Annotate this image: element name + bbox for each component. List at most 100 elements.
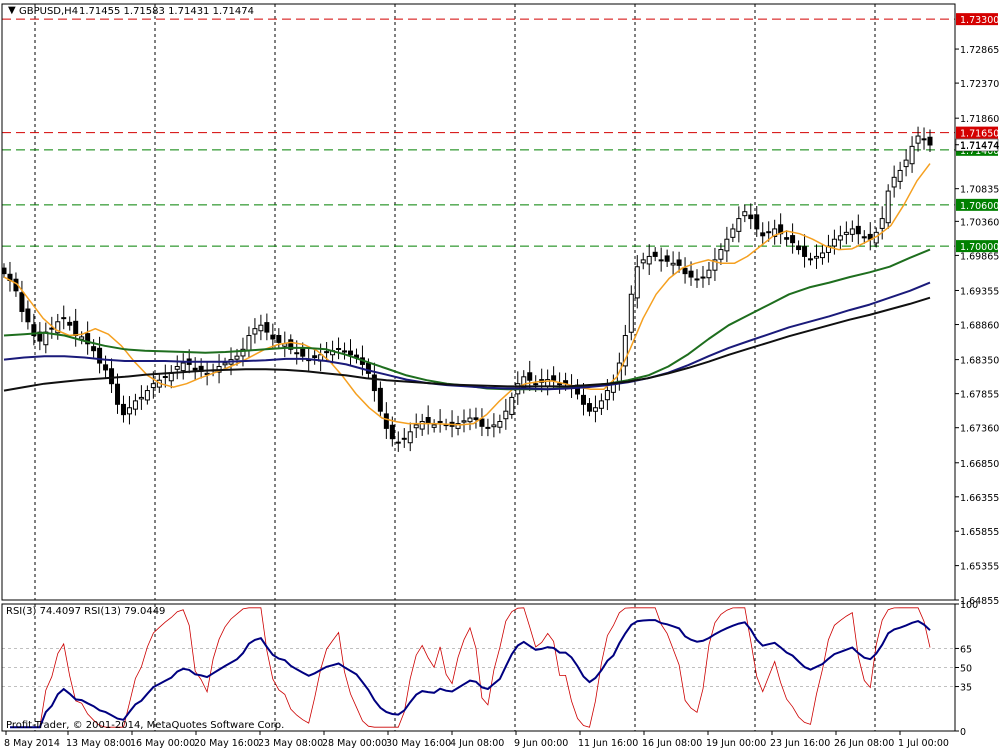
time-label: 8 May 2014 (4, 738, 60, 749)
candle-body (150, 383, 156, 389)
candle (97, 336, 103, 374)
price-tick-label: 1.71474 (960, 141, 999, 152)
candle-body (712, 259, 718, 271)
candle-body (240, 348, 246, 357)
candle (772, 219, 778, 245)
candle (682, 257, 688, 284)
candle-body (180, 362, 186, 372)
candle-body (754, 214, 760, 230)
candle-body (342, 350, 348, 353)
rsi-header: RSI(3) 74.4097 RSI(13) 79.0449 (6, 606, 165, 617)
candle-body (586, 403, 592, 412)
ma-line-3 (3, 281, 931, 391)
candle-body (461, 420, 467, 423)
candle-body (634, 266, 640, 299)
candle-body (598, 400, 604, 409)
candle-body (748, 214, 754, 220)
candle-body (658, 259, 664, 262)
ma-line-4 (3, 296, 931, 392)
candle-body (294, 352, 300, 355)
candle (180, 353, 186, 380)
price-tick-label: 1.67360 (960, 424, 999, 435)
candle-body (808, 258, 814, 261)
time-label: 16 Jun 08:00 (642, 738, 702, 749)
candle-body (682, 267, 688, 275)
candle (371, 362, 377, 402)
level-tag-label: 1.73300 (960, 15, 999, 26)
candle (837, 225, 843, 250)
candle (336, 337, 342, 360)
candle-body (724, 238, 730, 252)
candle (676, 251, 682, 273)
window-menu-arrow[interactable]: ▼ (8, 5, 16, 16)
candle-body (174, 365, 180, 370)
candle (712, 247, 718, 281)
candle (395, 431, 401, 452)
time-label: 20 May 16:00 (194, 738, 259, 749)
candle-body (676, 259, 682, 266)
candle-body (819, 252, 825, 259)
candle-body (688, 270, 694, 278)
price-tick-label: 1.65355 (960, 562, 999, 573)
candle (485, 418, 491, 437)
candle-body (126, 407, 132, 415)
candle (222, 357, 228, 370)
candle-body (849, 228, 855, 235)
candle (927, 129, 933, 152)
candle-body (700, 276, 706, 279)
candle (61, 305, 67, 330)
candle (120, 395, 126, 423)
candle (294, 340, 300, 365)
candle-body (138, 396, 144, 400)
candle-body (921, 138, 927, 141)
candle-body (425, 417, 431, 425)
candle-body (473, 417, 479, 420)
candle-body (144, 390, 150, 401)
candle-body (109, 368, 115, 385)
candle-body (407, 431, 413, 444)
candle-body (592, 407, 598, 412)
candle (897, 161, 903, 190)
candle (706, 262, 712, 286)
candle-body (706, 269, 712, 279)
candle (126, 396, 132, 425)
candle-body (162, 375, 168, 378)
candle-body (264, 322, 270, 333)
price-tick-label: 1.66355 (960, 493, 999, 504)
price-tick-label: 1.72370 (960, 79, 999, 90)
candle (461, 409, 467, 433)
time-label: 23 May 08:00 (258, 738, 323, 749)
candle (150, 371, 156, 399)
candle-body (19, 292, 25, 312)
rsi-line-13 (10, 619, 931, 729)
candle-body (813, 255, 819, 259)
price-axis: 1.73300 1.71650 1.71400 1.70600 1.70000 1.714… (955, 13, 999, 607)
candle (831, 229, 837, 255)
candle-body (120, 403, 126, 416)
candle-body (85, 333, 91, 345)
candle-body (509, 396, 515, 415)
candle-body (855, 225, 861, 235)
candle (766, 221, 772, 242)
candle (628, 285, 634, 341)
candle (174, 355, 180, 380)
candle-body (312, 355, 318, 359)
candle (473, 407, 479, 429)
candle (497, 414, 503, 434)
candle (664, 249, 670, 267)
candle-body (802, 246, 808, 257)
candle-body (891, 176, 897, 188)
candle-body (258, 324, 264, 332)
level-tag (956, 126, 998, 139)
candle-body (909, 145, 915, 165)
candle-body (55, 321, 61, 334)
candle (377, 381, 383, 418)
horizontal-levels (2, 18, 955, 247)
candle (503, 398, 509, 430)
candle-body (132, 400, 138, 410)
candle-body (383, 413, 389, 429)
candle (921, 127, 927, 150)
candle (622, 324, 628, 376)
candle (736, 206, 742, 243)
